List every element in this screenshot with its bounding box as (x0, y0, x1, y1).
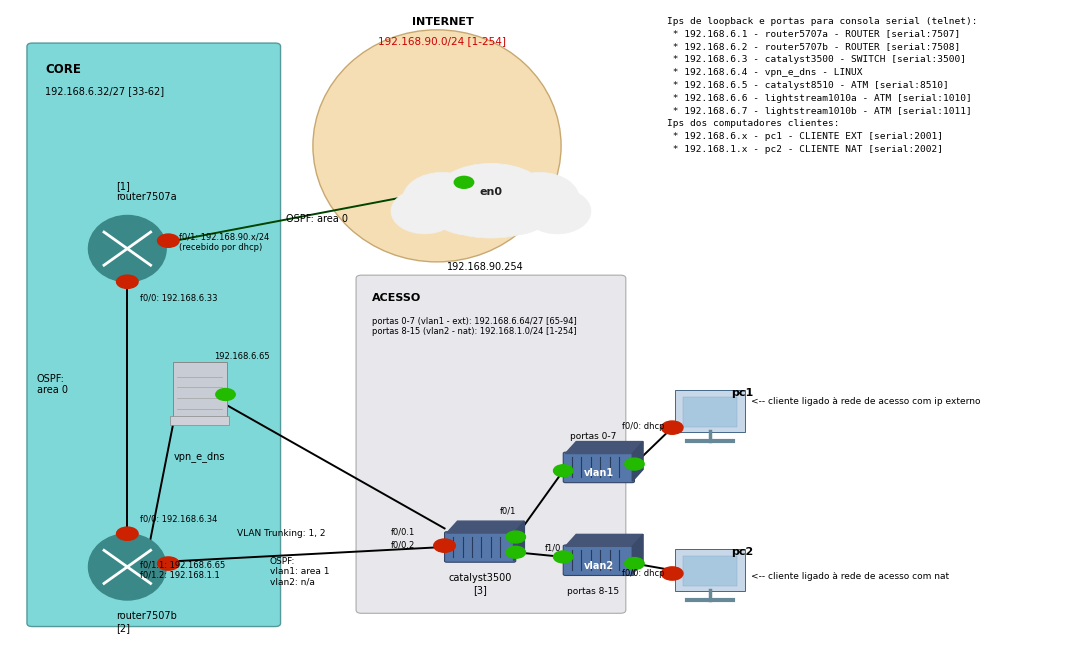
Circle shape (506, 531, 525, 543)
Ellipse shape (434, 164, 548, 229)
Text: Ips de loopback e portas para consola serial (telnet):
 * 192.168.6.1 - router57: Ips de loopback e portas para consola se… (667, 17, 978, 154)
Text: 192.168.90.0/24 [1-254]: 192.168.90.0/24 [1-254] (379, 36, 506, 46)
FancyBboxPatch shape (563, 545, 634, 575)
Circle shape (506, 546, 525, 558)
Circle shape (158, 234, 179, 247)
Ellipse shape (88, 215, 166, 282)
FancyBboxPatch shape (173, 363, 227, 418)
Text: vlan1: vlan1 (584, 467, 614, 478)
FancyBboxPatch shape (356, 275, 626, 613)
Text: ACESSO: ACESSO (372, 293, 422, 303)
Text: 192.168.90.254: 192.168.90.254 (447, 262, 524, 272)
Polygon shape (447, 521, 524, 533)
Polygon shape (632, 534, 643, 574)
Circle shape (625, 458, 644, 470)
Text: 192.168.6.65: 192.168.6.65 (214, 352, 270, 361)
Circle shape (554, 551, 573, 563)
Text: INTERNET: INTERNET (411, 17, 474, 27)
Circle shape (454, 176, 474, 188)
Text: 192.168.6.32/27 [33-62]: 192.168.6.32/27 [33-62] (45, 86, 164, 96)
Text: f0/1: f0/1 (500, 506, 516, 515)
Text: pc1: pc1 (732, 388, 753, 398)
FancyBboxPatch shape (675, 549, 745, 591)
Text: OSPF: area 0: OSPF: area 0 (286, 213, 347, 224)
Ellipse shape (98, 579, 156, 591)
Ellipse shape (313, 30, 561, 262)
Text: pc2: pc2 (732, 547, 753, 557)
Text: f0/0.1: f0/0.1 (392, 528, 415, 537)
Circle shape (158, 557, 179, 570)
Circle shape (625, 558, 644, 570)
Ellipse shape (391, 188, 459, 234)
Circle shape (117, 527, 138, 540)
Polygon shape (565, 534, 643, 546)
Ellipse shape (523, 188, 591, 234)
Text: OSPF:
area 0: OSPF: area 0 (37, 374, 68, 395)
Circle shape (661, 567, 683, 580)
Ellipse shape (442, 202, 540, 238)
Text: f0/0.2: f0/0.2 (392, 540, 415, 550)
Circle shape (216, 389, 235, 400)
Text: f1/0: f1/0 (545, 544, 561, 553)
Polygon shape (514, 521, 524, 561)
Text: f0/0: dhcp: f0/0: dhcp (623, 569, 665, 578)
FancyBboxPatch shape (683, 556, 737, 586)
Ellipse shape (434, 194, 504, 235)
Circle shape (434, 539, 455, 552)
Text: CORE: CORE (45, 63, 81, 76)
Circle shape (117, 275, 138, 288)
Text: f0/0: dhcp: f0/0: dhcp (623, 422, 665, 431)
Ellipse shape (500, 172, 579, 226)
Text: portas 0-7 (vlan1 - ext): 192.168.6.64/27 [65-94]
portas 8-15 (vlan2 - nat): 192: portas 0-7 (vlan1 - ext): 192.168.6.64/2… (372, 317, 577, 336)
Polygon shape (632, 442, 643, 481)
Text: vpn_e_dns: vpn_e_dns (174, 451, 226, 461)
Text: [1]
router7507a: [1] router7507a (117, 180, 177, 202)
Ellipse shape (478, 194, 548, 235)
Ellipse shape (98, 261, 156, 272)
Text: f0/0: 192.168.6.34: f0/0: 192.168.6.34 (140, 514, 218, 524)
Text: <-- cliente ligado à rede de acesso com nat: <-- cliente ligado à rede de acesso com … (751, 572, 950, 581)
Text: router7507b
[2]: router7507b [2] (117, 611, 177, 633)
Polygon shape (565, 442, 643, 453)
Circle shape (554, 465, 573, 477)
FancyBboxPatch shape (170, 416, 229, 426)
Ellipse shape (88, 534, 166, 600)
Text: OSPF:
vlan1: area 1
vlan2: n/a: OSPF: vlan1: area 1 vlan2: n/a (270, 557, 329, 587)
Text: vlan2: vlan2 (584, 560, 614, 571)
Text: <-- cliente ligado à rede de acesso com ip externo: <-- cliente ligado à rede de acesso com … (751, 396, 981, 406)
FancyBboxPatch shape (683, 397, 737, 427)
Text: VLAN Trunking: 1, 2: VLAN Trunking: 1, 2 (237, 529, 326, 538)
Text: f0/1: 192.168.90.x/24
(recebido por dhcp): f0/1: 192.168.90.x/24 (recebido por dhcp… (179, 232, 270, 252)
Circle shape (661, 421, 683, 434)
FancyBboxPatch shape (675, 390, 745, 432)
FancyBboxPatch shape (445, 532, 516, 562)
FancyBboxPatch shape (563, 452, 634, 483)
Text: f0/1.1: 192.168.6.65
f0/1.2: 192.168.1.1: f0/1.1: 192.168.6.65 f0/1.2: 192.168.1.1 (140, 560, 226, 580)
Ellipse shape (402, 172, 482, 226)
Text: portas 0-7: portas 0-7 (571, 432, 616, 441)
Text: en0: en0 (479, 187, 503, 198)
FancyBboxPatch shape (27, 43, 281, 627)
Text: catalyst3500
[3]: catalyst3500 [3] (449, 573, 511, 595)
Text: f0/0: 192.168.6.33: f0/0: 192.168.6.33 (140, 294, 218, 303)
Text: portas 8-15: portas 8-15 (568, 587, 619, 596)
